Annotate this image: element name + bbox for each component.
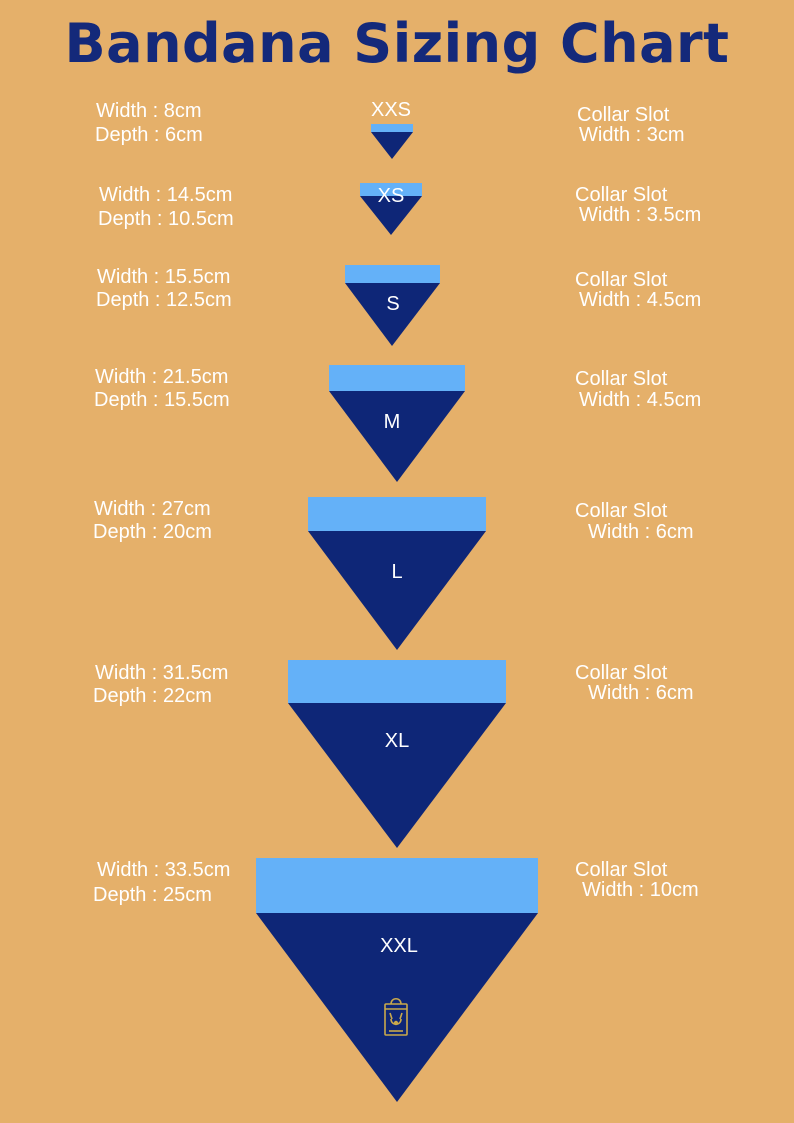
- xxs-collar-band: [371, 124, 413, 132]
- xxs-collar-width: Width : 3cm: [579, 124, 685, 146]
- l-size-label: L: [391, 561, 403, 583]
- s-collar-width: Width : 4.5cm: [579, 289, 702, 311]
- xl-collar-title: Collar Slot: [575, 662, 668, 684]
- s-collar-title: Collar Slot: [575, 269, 668, 291]
- s-size-label: S: [386, 293, 400, 315]
- m-collar-title: Collar Slot: [575, 368, 668, 390]
- xs-width: Width : 14.5cm: [99, 184, 233, 206]
- xxl-collar-band: [256, 858, 538, 913]
- m-collar-width: Width : 4.5cm: [579, 389, 702, 411]
- xl-bandana-body: [288, 703, 506, 848]
- page-title: Bandana Sizing Chart: [64, 12, 730, 75]
- m-size-label: M: [383, 411, 401, 433]
- xxs-bandana-body: [371, 132, 413, 159]
- s-depth: Depth : 12.5cm: [96, 289, 232, 311]
- xs-collar-width: Width : 3.5cm: [579, 204, 702, 226]
- l-collar-width: Width : 6cm: [588, 521, 694, 543]
- xxs-depth: Depth : 6cm: [95, 124, 203, 146]
- xl-depth: Depth : 22cm: [93, 685, 212, 707]
- xl-width: Width : 31.5cm: [95, 662, 229, 684]
- xxl-width: Width : 33.5cm: [97, 859, 231, 881]
- xxl-collar-title: Collar Slot: [575, 859, 668, 881]
- xl-collar-width: Width : 6cm: [588, 682, 694, 704]
- xxl-depth: Depth : 25cm: [93, 884, 212, 906]
- m-width: Width : 21.5cm: [95, 366, 229, 388]
- xl-size-label: XL: [384, 730, 410, 752]
- xl-collar-band: [288, 660, 506, 703]
- s-collar-band: [345, 265, 440, 283]
- xs-depth: Depth : 10.5cm: [98, 208, 234, 230]
- l-width: Width : 27cm: [94, 498, 211, 520]
- l-depth: Depth : 20cm: [93, 521, 212, 543]
- m-bandana-body: [329, 391, 465, 482]
- m-depth: Depth : 15.5cm: [94, 389, 230, 411]
- shopping-bag-icon: [384, 997, 408, 1036]
- xs-collar-title: Collar Slot: [575, 184, 668, 206]
- xxs-collar-title: Collar Slot: [577, 104, 670, 126]
- l-collar-title: Collar Slot: [575, 500, 668, 522]
- l-collar-band: [308, 497, 486, 531]
- s-width: Width : 15.5cm: [97, 266, 231, 288]
- m-collar-band: [329, 365, 465, 391]
- xxl-collar-width: Width : 10cm: [582, 879, 699, 901]
- xxs-width: Width : 8cm: [96, 100, 202, 122]
- xxl-size-label: XXL: [380, 935, 418, 957]
- l-bandana-body: [308, 531, 486, 650]
- xs-size-label: XS: [377, 185, 405, 207]
- xxs-size-label: XXS: [370, 99, 412, 121]
